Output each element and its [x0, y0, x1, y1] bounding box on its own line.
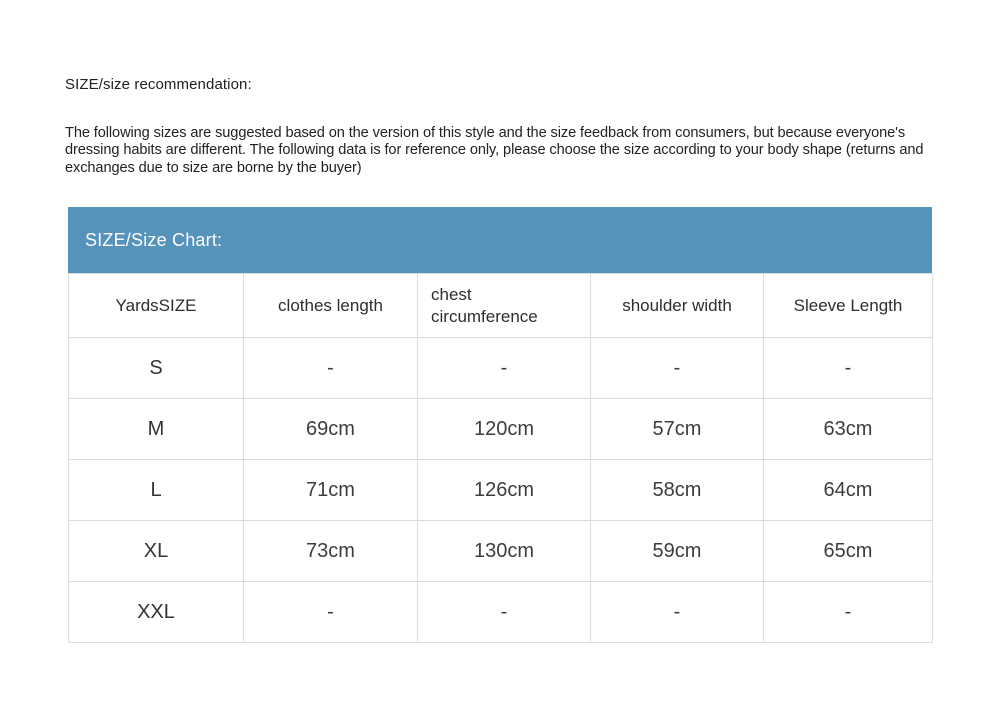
value-cell: -	[417, 337, 591, 399]
column-header-shoulder-width: shoulder width	[590, 273, 764, 338]
value-cell: -	[417, 581, 591, 643]
size-cell: XXL	[68, 581, 244, 643]
size-cell: XL	[68, 520, 244, 582]
value-cell: 65cm	[763, 520, 933, 582]
table-row-xl: XL 73cm 130cm 59cm 65cm	[68, 520, 933, 582]
value-cell: 69cm	[243, 398, 418, 460]
value-cell: 63cm	[763, 398, 933, 460]
table-row-s: S - - - -	[68, 337, 933, 399]
value-cell: -	[243, 581, 418, 643]
column-header-clothes-length: clothes length	[243, 273, 418, 338]
size-cell: M	[68, 398, 244, 460]
size-chart-title: SIZE/Size Chart:	[85, 229, 223, 250]
size-table: YardsSIZE clothes length chest circumfer…	[68, 273, 933, 643]
table-row-l: L 71cm 126cm 58cm 64cm	[68, 459, 933, 521]
table-header-row: YardsSIZE clothes length chest circumfer…	[68, 273, 933, 338]
value-cell: 120cm	[417, 398, 591, 460]
value-cell: -	[763, 337, 933, 399]
value-cell: -	[763, 581, 933, 643]
column-header-chest-circumference: chest circumference	[417, 273, 591, 338]
column-header-size: YardsSIZE	[68, 273, 244, 338]
size-recommendation-description: The following sizes are suggested based …	[65, 125, 924, 176]
size-cell: L	[68, 459, 244, 521]
value-cell: 57cm	[590, 398, 764, 460]
value-cell: 71cm	[243, 459, 418, 521]
size-chart-title-bar: SIZE/Size Chart:	[68, 207, 932, 273]
column-header-sleeve-length: Sleeve Length	[763, 273, 933, 338]
value-cell: 73cm	[243, 520, 418, 582]
value-cell: 126cm	[417, 459, 591, 521]
size-chart-section: SIZE/Size Chart: YardsSIZE clothes lengt…	[68, 207, 933, 643]
table-row-xxl: XXL - - - -	[68, 581, 933, 643]
table-row-m: M 69cm 120cm 57cm 63cm	[68, 398, 933, 460]
column-header-chest-circumference-label: chest circumference	[431, 284, 538, 326]
value-cell: 58cm	[590, 459, 764, 521]
value-cell: -	[590, 337, 764, 399]
value-cell: 59cm	[590, 520, 764, 582]
size-recommendation-heading: SIZE/size recommendation:	[65, 76, 252, 93]
value-cell: 130cm	[417, 520, 591, 582]
size-cell: S	[68, 337, 244, 399]
value-cell: -	[590, 581, 764, 643]
value-cell: 64cm	[763, 459, 933, 521]
value-cell: -	[243, 337, 418, 399]
